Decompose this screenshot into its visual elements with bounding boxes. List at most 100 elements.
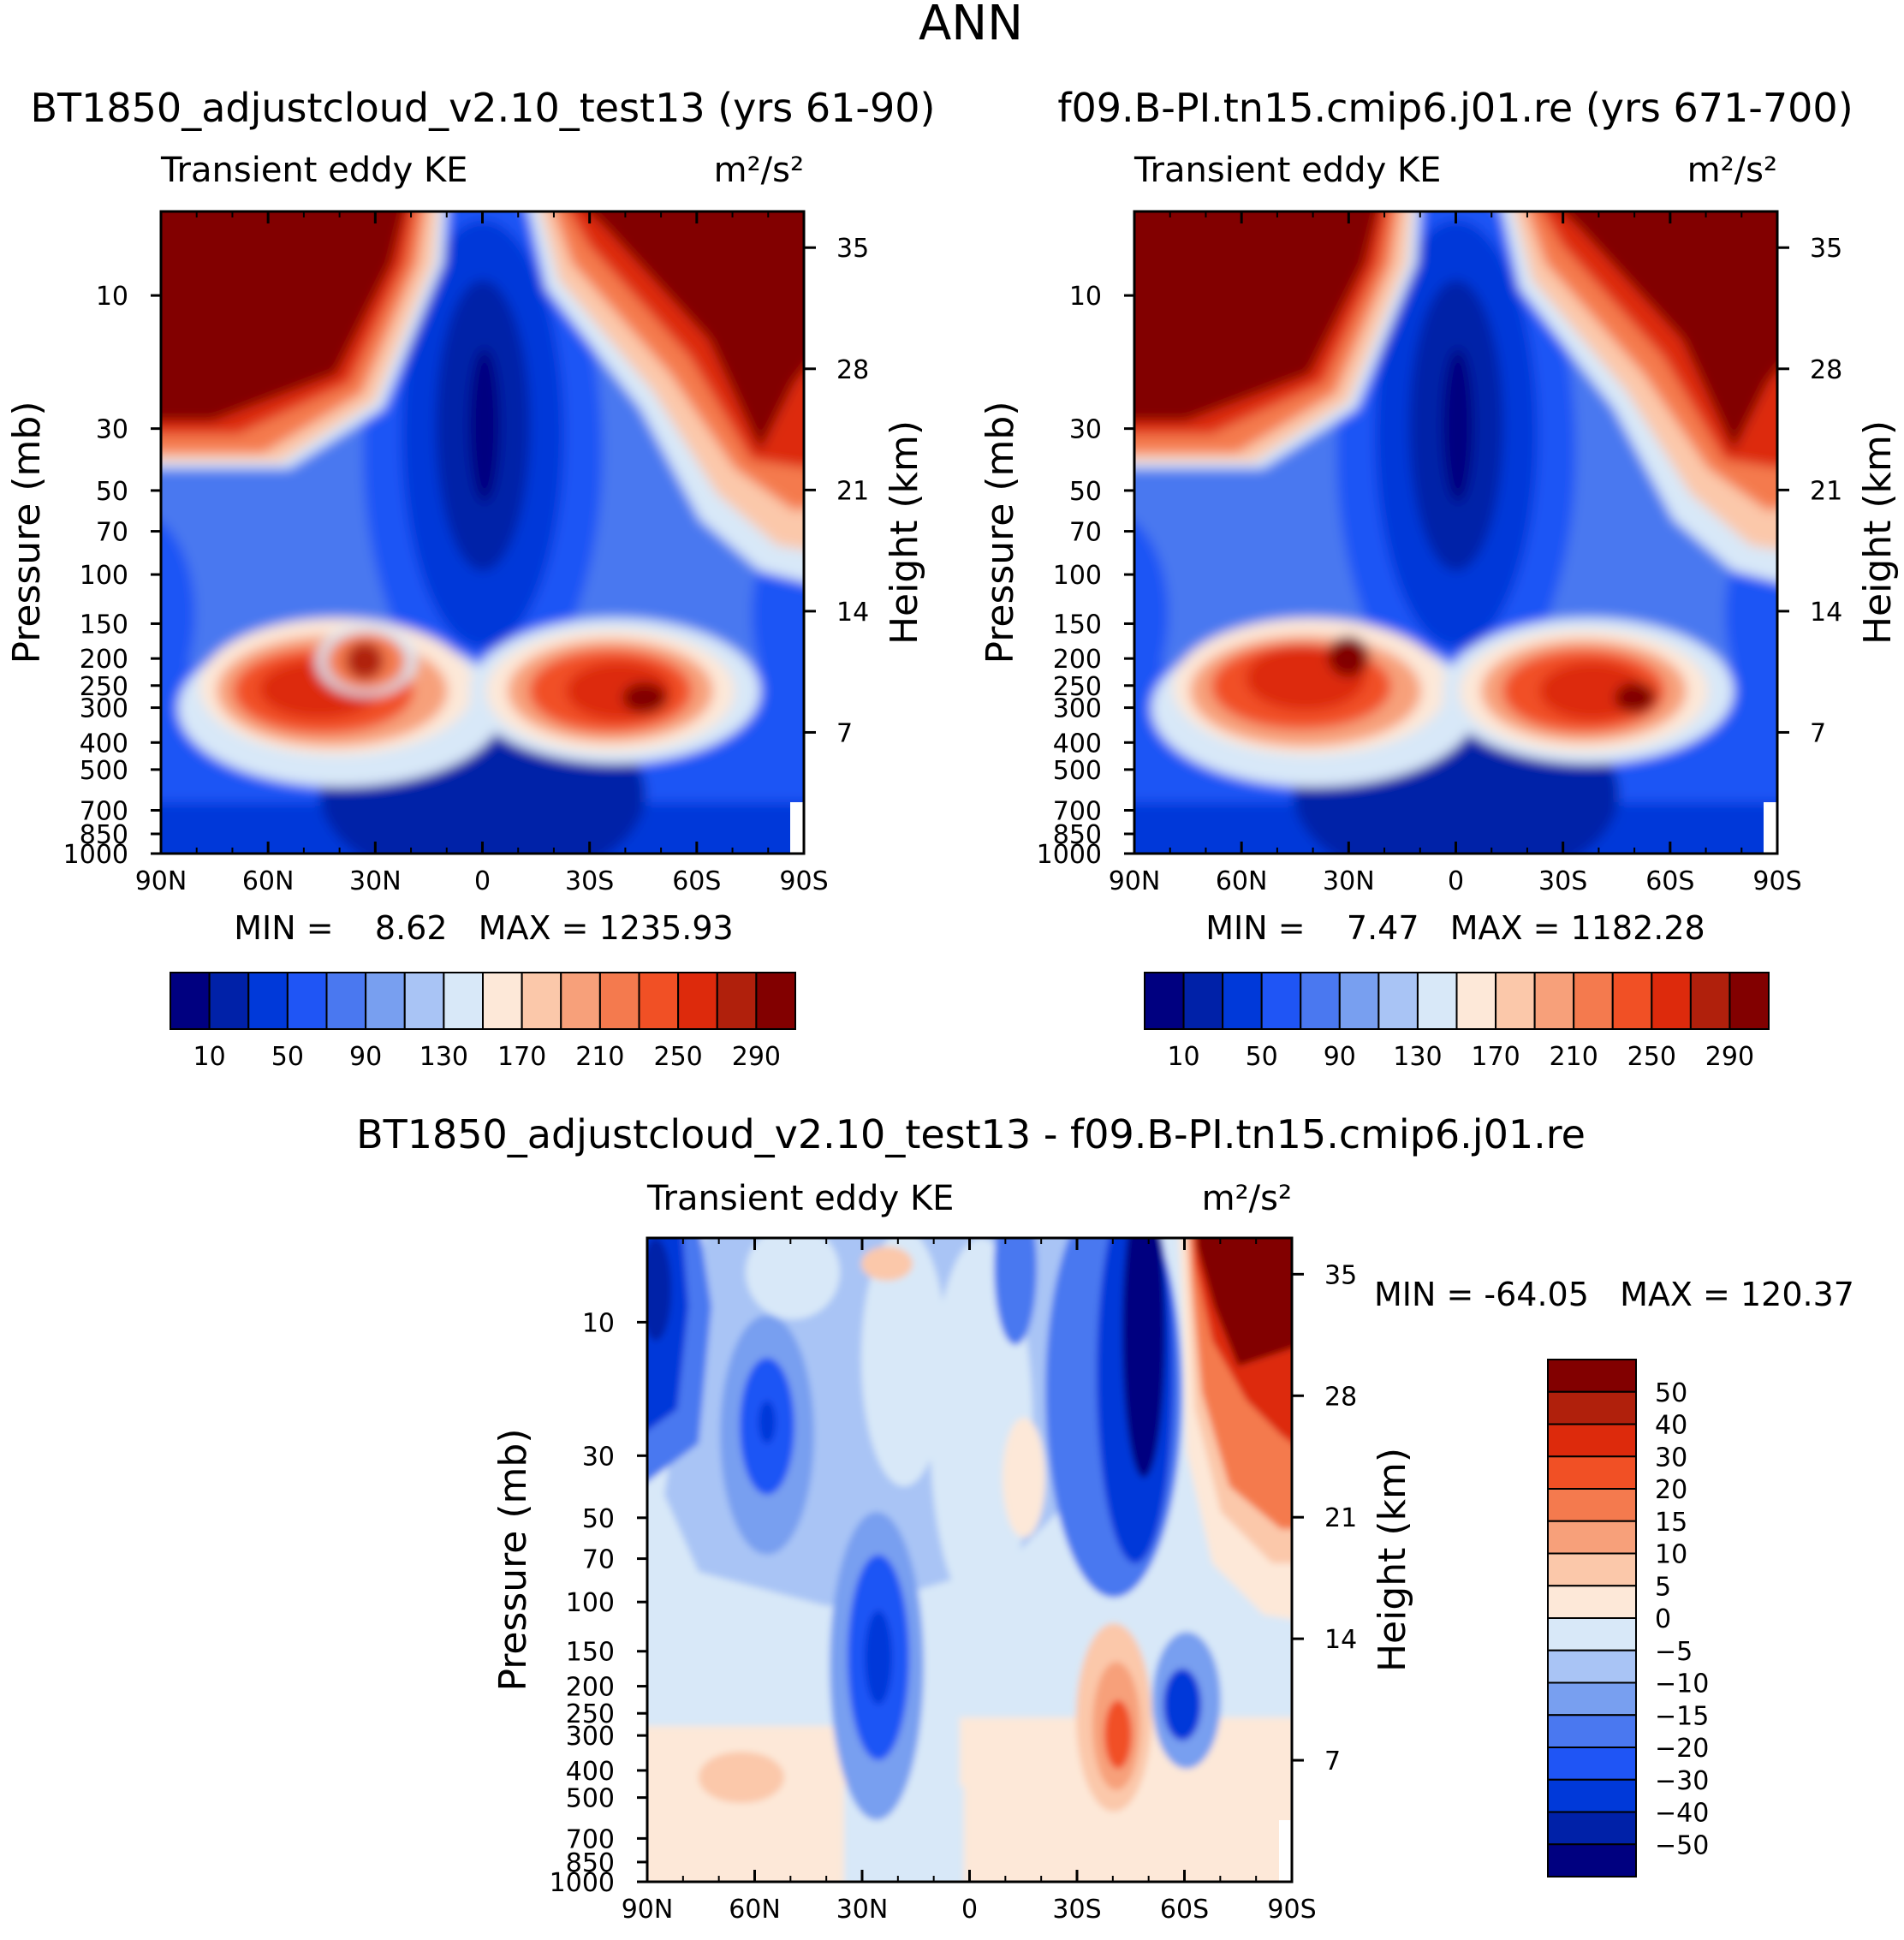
colorbar-label: 5 [1655,1572,1671,1602]
colorbar-label: 0 [1655,1604,1671,1634]
colorbar: 10 50 90 130 170 210 250 290 [170,972,796,1072]
colorbar-box [1547,1681,1637,1717]
colorbar-label: −5 [1655,1637,1693,1667]
x-tick-label: 0 [474,866,491,896]
colorbar-label: 10 [193,1042,226,1072]
y2-tick-label: 28 [836,355,869,385]
y2-tick-label: 28 [1810,355,1842,385]
colorbar-box [403,972,445,1030]
field-level [1003,1418,1045,1538]
y-tick-label: 300 [80,694,128,724]
x-tick-label: 60N [729,1895,781,1925]
y2-tick-label: 21 [1810,476,1842,506]
colorbar-label: 130 [1393,1042,1442,1072]
field-level [865,1610,892,1705]
y-tick-label: 700 [1053,797,1102,827]
colorbar-label: 210 [1550,1042,1598,1072]
units-label: m²/s² [714,151,804,190]
colorbar-label: 250 [653,1042,702,1072]
y-tick-label: 500 [566,1784,615,1814]
colorbar-box [365,972,406,1030]
colorbar-label: 170 [1471,1042,1520,1072]
y2-tick-label: 14 [1324,1625,1357,1655]
y2-tick-label: 14 [836,598,869,628]
y2-tick-label: 35 [1810,234,1842,264]
x-tick-label: 90S [1752,866,1801,896]
colorbar-label: 130 [419,1042,468,1072]
y-tick-label: 70 [96,518,128,548]
colorbar-box [1547,1520,1637,1555]
colorbar-box [521,972,562,1030]
y-tick-label: 250 [80,672,128,702]
variable-label: Transient eddy KE [646,1179,954,1218]
y-tick-label: 850 [80,820,128,850]
colorbar-box [1689,972,1731,1030]
colorbar-label: 50 [1655,1378,1687,1408]
y2-tick-label: 21 [1324,1503,1357,1533]
field-level [1196,1238,1292,1366]
colorbar-box [1547,1747,1637,1781]
colorbar-box [1547,1488,1637,1522]
field-level [1104,1700,1132,1769]
colorbar-box [1547,1714,1637,1748]
field-level [759,1401,776,1443]
colorbar-label: −15 [1655,1701,1709,1731]
field-level [346,642,384,680]
y-tick-label: 50 [582,1504,615,1534]
y-tick-label: 850 [1053,820,1102,850]
x-tick-label: 30S [565,866,614,896]
units-label: m²/s² [1687,151,1777,190]
colorbar-box [286,972,328,1030]
colorbar-box [1547,1778,1637,1813]
y-axis-title: Pressure (mb) [5,402,49,664]
colorbar-label: 40 [1655,1411,1687,1441]
colorbar-box [1338,972,1380,1030]
colorbar-label: −30 [1655,1766,1709,1796]
colorbar-box [170,972,211,1030]
y-tick-label: 10 [1069,282,1102,312]
field-level [1328,636,1369,677]
x-tick-label: 90S [779,866,828,896]
field-level [1443,348,1473,503]
y2-tick-label: 35 [836,234,869,264]
field-level [161,521,195,707]
y2-tick-label: 14 [1810,598,1842,628]
y-tick-label: 300 [1053,694,1102,724]
colorbar-label: 50 [1246,1042,1278,1072]
colorbar-box [716,972,758,1030]
colorbar-label: 250 [1627,1042,1676,1072]
colorbar-box [755,972,796,1030]
y-tick-label: 300 [566,1722,615,1752]
y-tick-label: 400 [1053,729,1102,759]
colorbar-box [247,972,289,1030]
colorbar-label: 290 [1705,1042,1754,1072]
colorbar-box [1547,1552,1637,1587]
panel-title: BT1850_adjustcloud_v2.10_test13 (yrs 61-… [30,85,935,131]
y-tick-label: 10 [96,282,128,312]
field-level [622,682,667,713]
y2-axis-title: Height (km) [1856,420,1900,645]
x-tick-label: 90N [135,866,187,896]
colorbar-box [1416,972,1458,1030]
field-level [1134,521,1169,707]
y-tick-label: 150 [80,610,128,640]
colorbar-box [1144,972,1185,1030]
stats-text: MIN = -64.05 MAX = 120.37 [1374,1276,1854,1313]
field-level [861,1238,947,1486]
y2-axis-title: Height (km) [883,420,926,645]
x-tick-label: 90N [622,1895,674,1925]
y-tick-label: 400 [566,1757,615,1787]
colorbar-box [677,972,718,1030]
y-tick-label: 500 [1053,756,1102,786]
y-tick-label: 250 [1053,672,1102,702]
x-tick-label: 0 [961,1895,978,1925]
y-tick-label: 200 [566,1673,615,1703]
x-tick-label: 60N [242,866,295,896]
x-tick-label: 60N [1216,866,1268,896]
field-level [588,211,804,451]
colorbar-box [1547,1811,1637,1846]
field-level [647,1726,853,1882]
y-tick-label: 400 [80,729,128,759]
x-tick-label: 30S [1538,866,1587,896]
